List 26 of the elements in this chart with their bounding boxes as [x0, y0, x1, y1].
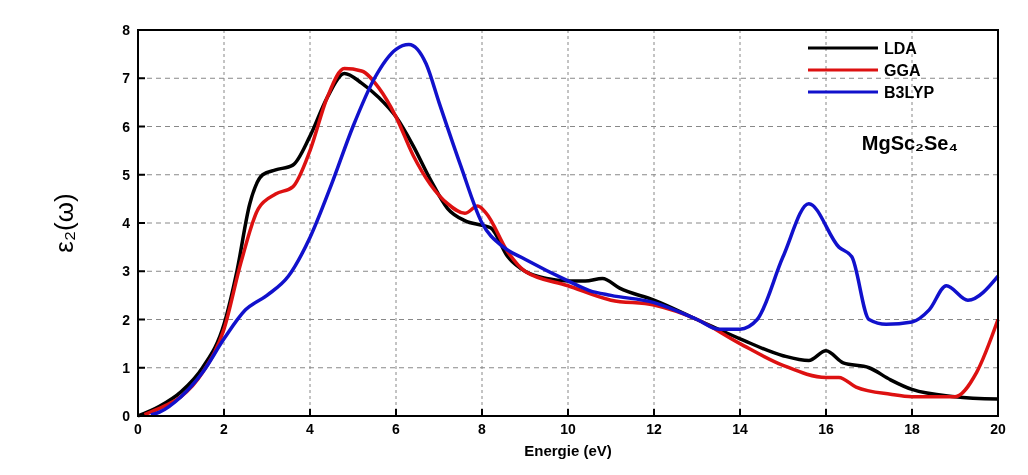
x-tick-label: 10: [560, 421, 576, 437]
x-tick-label: 14: [732, 421, 748, 437]
annotation: MgSc₂Se₄: [861, 132, 958, 154]
y-tick-label: 3: [122, 263, 131, 280]
y-tick-label: 4: [122, 215, 131, 231]
x-tick-label: 6: [392, 421, 401, 437]
x-tick-label: 12: [646, 421, 662, 437]
y-tick-label: 2: [122, 311, 131, 328]
y-axis-title: ε₂(ω): [49, 193, 79, 253]
x-tick-label: 0: [134, 421, 143, 437]
x-tick-label: 2: [220, 421, 229, 437]
y-tick-label: 1: [122, 359, 131, 376]
y-tick-label: 0: [122, 408, 131, 424]
x-tick-label: 18: [904, 421, 920, 437]
x-tick-label: 16: [818, 421, 834, 437]
legend-label: GGA: [884, 62, 921, 79]
y-tick-label: 5: [122, 166, 131, 183]
x-tick-label: 4: [306, 421, 315, 437]
x-tick-label: 8: [478, 421, 487, 437]
y-tick-label: 8: [122, 22, 131, 38]
legend-label: LDA: [884, 40, 918, 57]
legend-label: B3LYP: [884, 84, 935, 101]
x-axis-title: Energie (eV): [524, 442, 612, 459]
x-tick-label: 20: [990, 421, 1006, 437]
y-tick-label: 6: [122, 118, 131, 135]
y-tick-label: 7: [122, 70, 131, 87]
